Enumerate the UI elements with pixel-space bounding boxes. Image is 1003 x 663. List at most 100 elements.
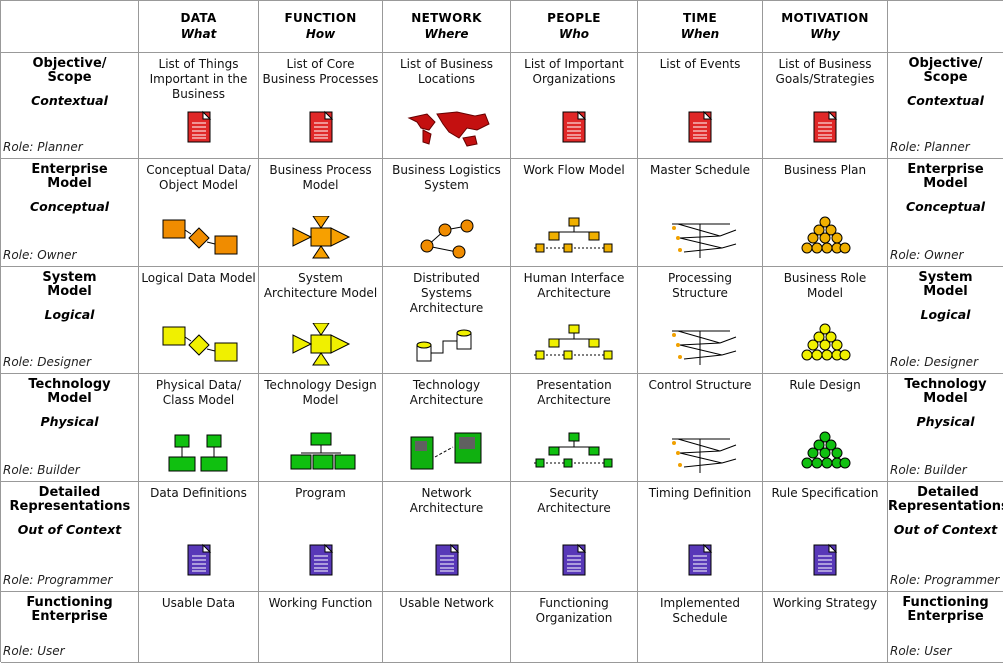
cell-text: Security Architecture xyxy=(537,486,611,515)
icon-shape xyxy=(603,458,613,468)
row-role: Role: Designer xyxy=(890,355,979,369)
cell-text: Master Schedule xyxy=(650,163,750,177)
icon-shape xyxy=(568,217,580,227)
icon-shape xyxy=(330,334,350,354)
cell-icon xyxy=(435,543,459,576)
icon-shape xyxy=(825,439,837,451)
row-header: Technology Model Physical Role: Builder xyxy=(1,374,139,482)
framework-cell: System Architecture Model xyxy=(259,267,383,374)
icon-shape xyxy=(452,245,465,259)
framework-cell: Working Strategy xyxy=(763,592,888,663)
icon-shape xyxy=(292,227,312,247)
icon-shape xyxy=(807,447,819,459)
framework-cell: Business Process Model xyxy=(259,159,383,267)
cell-icon xyxy=(534,324,614,360)
row-role: Role: Planner xyxy=(890,140,970,154)
framework-cell: List of Important Organizations xyxy=(511,53,638,159)
icon-shape xyxy=(434,446,453,458)
cell-text: List of Things Important in the Business xyxy=(149,57,248,101)
cell-text: Human Interface Architecture xyxy=(523,271,625,300)
cell-text: Technology Architecture xyxy=(409,378,484,407)
framework-cell: Security Architecture xyxy=(511,482,638,592)
icon-shape xyxy=(819,447,831,459)
icon-shape xyxy=(563,350,573,360)
icon-shape xyxy=(821,242,833,254)
framework-cell: List of Business Goals/Strategies xyxy=(763,53,888,159)
framework-cell: Functioning Organization xyxy=(511,592,638,663)
icon-shape xyxy=(311,245,330,259)
framework-cell: Processing Structure xyxy=(638,267,763,374)
icon-shape xyxy=(801,457,813,469)
icon-shape xyxy=(831,339,843,351)
row-header: Enterprise Model Conceptual Role: Owner xyxy=(1,159,139,267)
column-header: TIME When xyxy=(638,1,763,53)
cell-text: Working Function xyxy=(268,596,373,610)
row-header: Detailed Representations Out of Context Ro… xyxy=(888,482,1003,592)
icon-shape xyxy=(548,231,560,241)
icon-shape xyxy=(678,463,682,467)
cell-icon xyxy=(688,543,713,576)
framework-cell: Technology Architecture xyxy=(383,374,511,482)
row-role: Role: Programmer xyxy=(3,573,113,587)
icon-shape xyxy=(807,339,819,351)
cell-icon xyxy=(534,217,614,253)
framework-cell: Distributed Systems Architecture xyxy=(383,267,511,374)
icon-shape xyxy=(535,458,545,468)
icon-shape xyxy=(678,248,682,252)
row-title: Detailed Representations xyxy=(9,485,131,514)
icon-shape xyxy=(603,243,613,253)
framework-cell: Usable Network xyxy=(383,592,511,663)
row-header: Enterprise Model Conceptual Role: Owner xyxy=(888,159,1003,267)
icon-shape xyxy=(588,338,600,348)
cell-text: Work Flow Model xyxy=(523,163,625,177)
row-header: Objective/ Scope Contextual Role: Planner xyxy=(1,53,139,159)
icon-shape xyxy=(460,219,473,233)
cell-text: Working Strategy xyxy=(772,596,878,610)
cell-text: System Architecture Model xyxy=(263,271,378,300)
icon-shape xyxy=(672,223,737,258)
icon-shape xyxy=(813,224,825,236)
row-role: Role: Programmer xyxy=(890,573,1000,587)
column-name: MOTIVATION xyxy=(781,11,869,25)
icon-shape xyxy=(184,229,191,235)
column-header: MOTIVATION Why xyxy=(763,1,888,53)
cell-icon xyxy=(420,219,473,259)
icon-shape xyxy=(819,216,831,228)
framework-cell: Data Definitions xyxy=(139,482,259,592)
icon-shape xyxy=(825,224,837,236)
cell-text: Network Architecture xyxy=(409,486,484,515)
row-header: Functioning Enterprise Role: User xyxy=(1,592,139,663)
icon-shape xyxy=(202,110,211,120)
framework-cell: Business Plan xyxy=(763,159,888,267)
cell-text: Functioning Organization xyxy=(535,596,613,625)
cell-text: List of Business Goals/Strategies xyxy=(775,57,875,86)
cell-icon xyxy=(672,223,737,258)
column-name: DATA xyxy=(180,11,217,25)
row-role: Role: Owner xyxy=(890,248,964,262)
icon-shape xyxy=(819,339,831,351)
icon-shape xyxy=(206,434,221,448)
icon-shape xyxy=(535,350,545,360)
icon-shape xyxy=(672,330,737,365)
row-perspective: Physical xyxy=(40,414,99,429)
row-header: Objective/ Scope Contextual Role: Planner xyxy=(888,53,1003,159)
framework-cell: Working Function xyxy=(259,592,383,663)
column-question: What xyxy=(180,27,217,41)
row-title: System Model xyxy=(918,270,973,299)
icon-shape xyxy=(819,232,831,244)
cell-icon xyxy=(168,434,227,472)
row-header: System Model Logical Role: Designer xyxy=(888,267,1003,374)
icon-shape xyxy=(801,349,813,361)
row-perspective: Logical xyxy=(44,307,95,322)
icon-shape xyxy=(821,457,833,469)
icon-shape xyxy=(811,457,823,469)
column-name: TIME xyxy=(683,11,717,25)
cell-icon xyxy=(407,111,490,147)
cell-text: Technology Design Model xyxy=(264,378,377,407)
framework-cell: List of Events xyxy=(638,53,763,159)
framework-cell: Business Role Model xyxy=(763,267,888,374)
row-title: Objective/ Scope xyxy=(908,56,983,85)
framework-cell: List of Business Locations xyxy=(383,53,511,159)
row-header: Detailed Representations Out of Context Ro… xyxy=(1,482,139,592)
icon-shape xyxy=(577,110,587,120)
